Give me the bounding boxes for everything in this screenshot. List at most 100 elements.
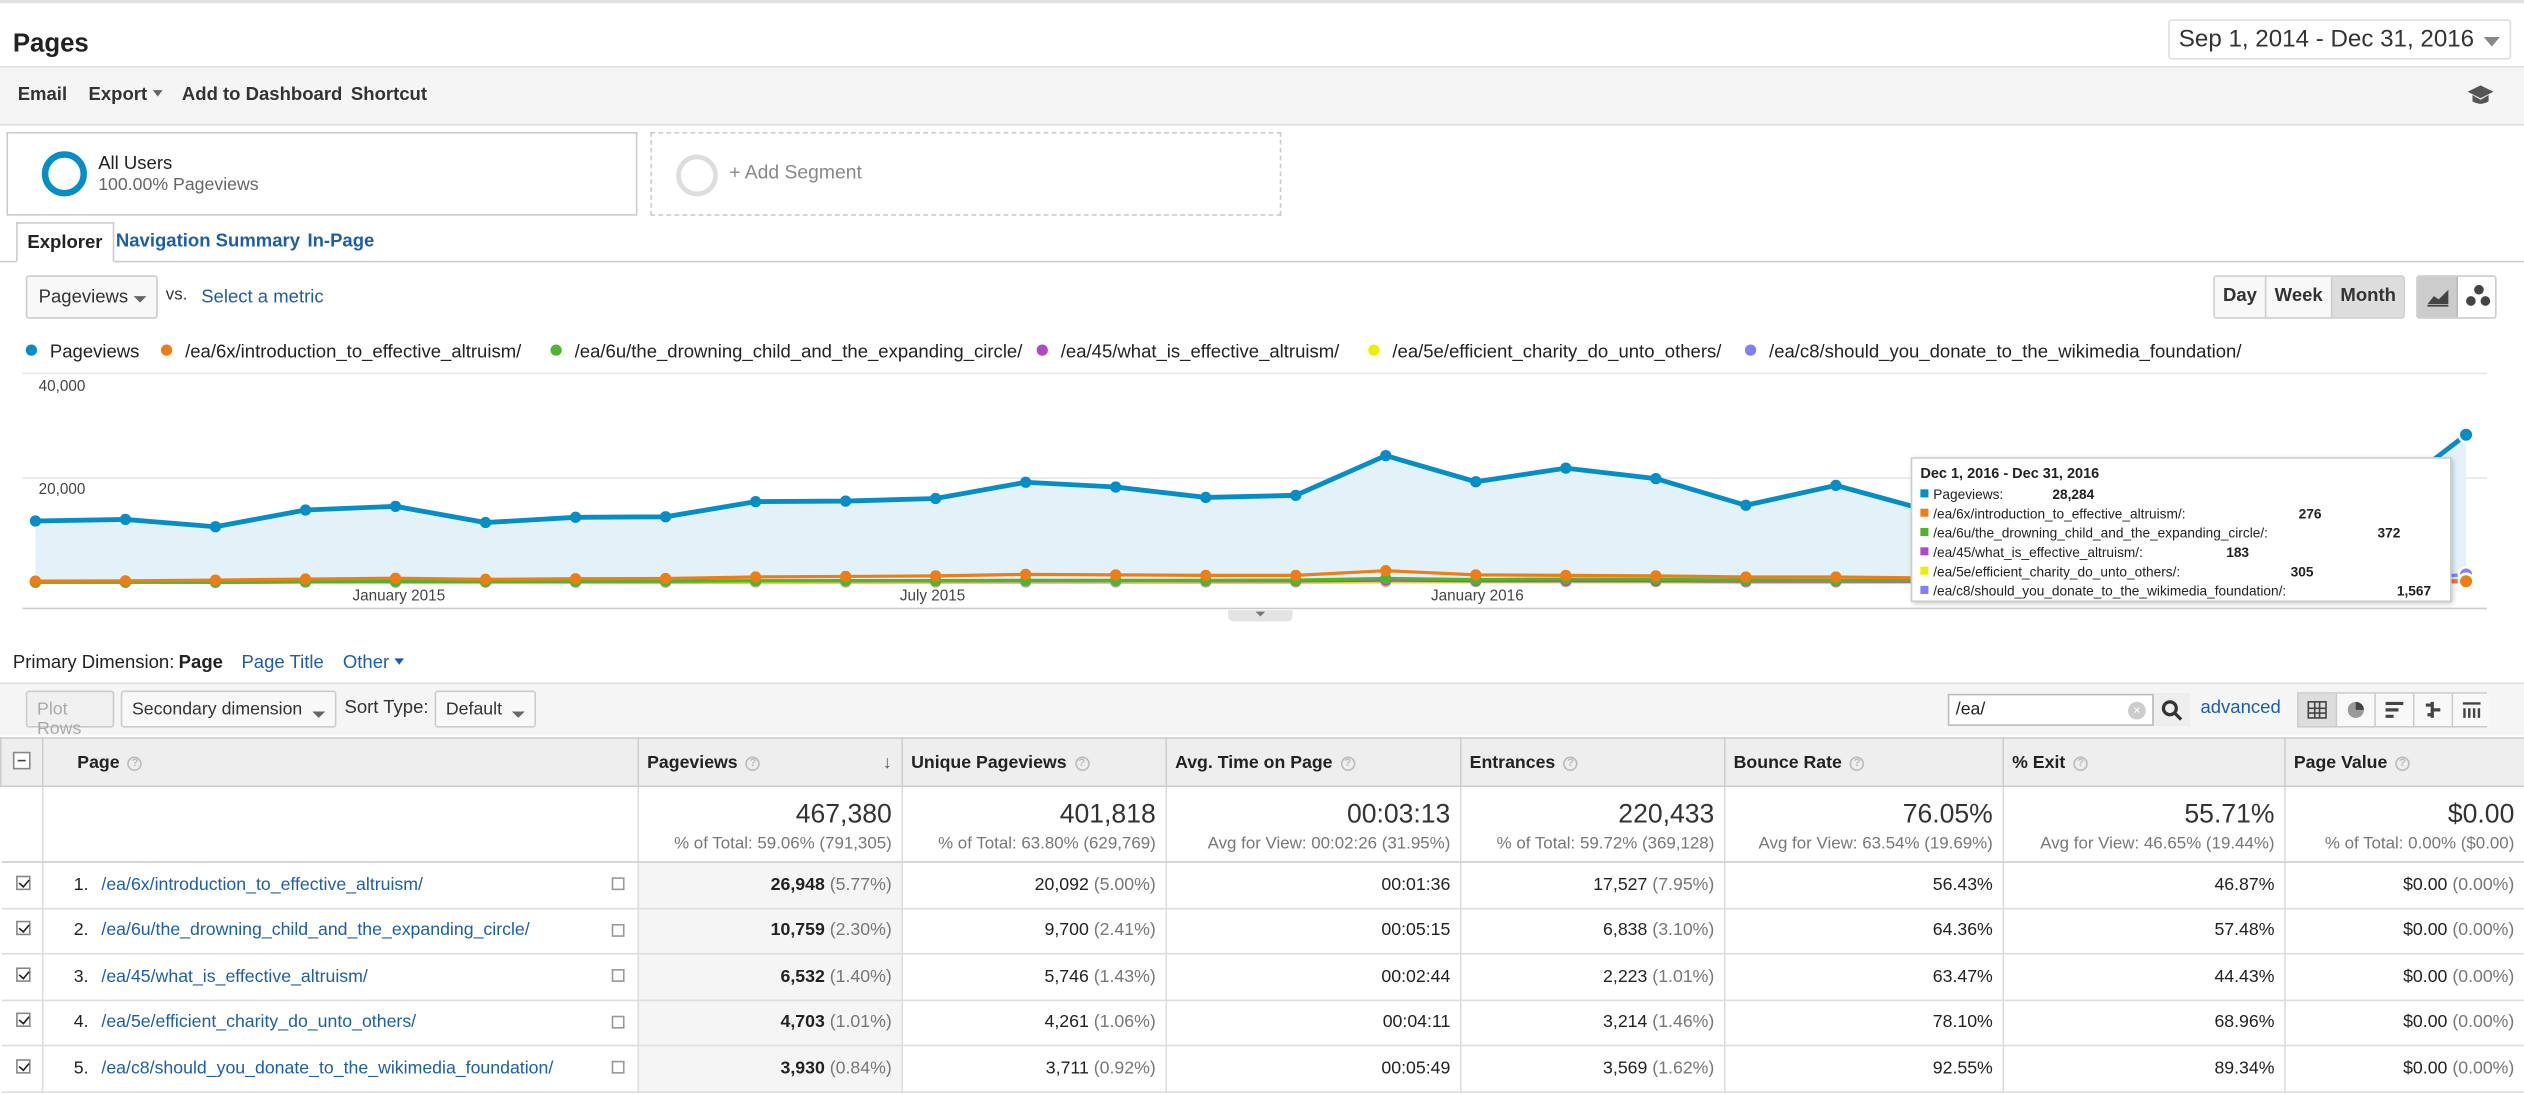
external-link-icon[interactable] — [611, 1014, 625, 1028]
advanced-filter-link[interactable]: advanced — [2200, 698, 2281, 718]
column-header-unique-pageviews[interactable]: Unique Pageviews? — [901, 737, 1168, 788]
legend-item-series-1[interactable]: /ea/6x/introduction_to_effective_altruis… — [160, 343, 521, 362]
dimension-page[interactable]: Page — [178, 653, 223, 673]
motion-chart-button[interactable] — [2458, 277, 2498, 317]
page-link[interactable]: /ea/6x/introduction_to_effective_altruis… — [101, 875, 423, 895]
page-link[interactable]: /ea/6u/the_drowning_child_and_the_expand… — [101, 921, 530, 941]
line-chart-button[interactable] — [2417, 276, 2459, 318]
dimension-other[interactable]: Other — [343, 654, 404, 673]
total-value: 76.05% — [1902, 800, 1993, 829]
column-header-label: Pageviews — [647, 752, 738, 772]
tab-navigation-summary[interactable]: Navigation Summary — [115, 231, 301, 252]
add-to-dashboard-button[interactable]: Add to Dashboard — [181, 85, 343, 105]
help-icon[interactable]: ? — [745, 755, 761, 771]
legend-item-series-4[interactable]: /ea/5e/efficient_charity_do_unto_others/ — [1368, 343, 1721, 362]
tab-explorer[interactable]: Explorer — [16, 222, 114, 263]
row-checkbox[interactable] — [15, 875, 30, 890]
dimension-page-title[interactable]: Page Title — [241, 653, 324, 673]
external-link-icon[interactable] — [611, 969, 625, 982]
cell-value: 00:05:49 — [1381, 1058, 1451, 1079]
help-icon[interactable]: ? — [127, 755, 143, 771]
row-checkbox[interactable] — [15, 1058, 30, 1074]
legend-item-series-5[interactable]: /ea/c8/should_you_donate_to_the_wikimedi… — [1744, 343, 2241, 362]
legend-item-series-2[interactable]: /ea/6u/the_drowning_child_and_the_expand… — [550, 343, 1022, 362]
column-header-exit[interactable]: % Exit? — [2002, 737, 2286, 788]
external-link-icon[interactable] — [611, 877, 625, 891]
help-icon[interactable]: ? — [1340, 755, 1356, 771]
export-button[interactable]: Export — [89, 85, 162, 105]
table-filter-input[interactable]: /ea/ — [1947, 693, 2190, 726]
page-link[interactable]: /ea/5e/efficient_charity_do_unto_others/ — [101, 1012, 417, 1033]
grid-icon — [2307, 701, 2327, 719]
y-tick-label: 40,000 — [38, 378, 86, 396]
search-button[interactable] — [2152, 693, 2190, 726]
percentage-view-button[interactable] — [2337, 693, 2376, 726]
row-checkbox[interactable] — [15, 921, 30, 936]
select-metric-link[interactable]: Select a metric — [201, 288, 324, 308]
column-header-avg-time[interactable]: Avg. Time on Page? — [1165, 737, 1462, 788]
external-link-icon[interactable] — [611, 923, 625, 937]
pageviews-cell: 3,930 (0.84%) — [638, 1045, 904, 1093]
column-header-page-value[interactable]: Page Value? — [2284, 737, 2524, 788]
graduation-cap-icon[interactable] — [2466, 84, 2495, 107]
comparison-view-button[interactable] — [2414, 693, 2454, 726]
secondary-dimension-select[interactable]: Secondary dimension — [120, 690, 337, 728]
data-point — [299, 573, 312, 585]
column-header-pageviews[interactable]: Pageviews? ↓ — [637, 737, 904, 788]
tab-in-page[interactable]: In-Page — [307, 231, 375, 252]
help-icon[interactable]: ? — [1849, 755, 1865, 771]
cell-percent: (7.95%) — [1652, 875, 1715, 895]
bounce-rate-cell: 92.55% — [1724, 1045, 2005, 1093]
column-header-label: Avg. Time on Page — [1175, 752, 1333, 772]
clear-icon[interactable]: × — [2128, 701, 2146, 720]
cell-value: 3,930 — [780, 1058, 825, 1079]
segment-all-users[interactable]: All Users 100.00% Pageviews — [6, 131, 638, 216]
page-cell: 3. /ea/45/what_is_effective_altruism/ — [42, 953, 640, 1001]
help-icon[interactable]: ? — [2395, 755, 2410, 771]
table-row: 1. /ea/6x/introduction_to_effective_altru… — [0, 861, 2524, 909]
granularity-toggle: Day Week Month — [2213, 275, 2406, 319]
performance-view-button[interactable] — [2375, 693, 2415, 726]
cell-value: 92.55% — [1932, 1058, 1993, 1079]
page-link[interactable]: /ea/45/what_is_effective_altruism/ — [101, 967, 368, 987]
data-point — [1110, 481, 1122, 493]
row-checkbox[interactable] — [15, 967, 30, 982]
external-link-icon[interactable] — [611, 1060, 625, 1074]
add-segment-button[interactable]: + Add Segment — [650, 131, 1282, 216]
week-button[interactable]: Week — [2266, 276, 2333, 318]
help-icon[interactable]: ? — [2073, 755, 2088, 771]
month-button[interactable]: Month — [2332, 276, 2404, 318]
shortcut-button[interactable]: Shortcut — [350, 85, 428, 105]
column-header-page[interactable]: Page? — [41, 737, 640, 788]
data-view-button[interactable] — [2298, 693, 2338, 726]
column-header-entrances[interactable]: Entrances? — [1459, 737, 1726, 788]
tooltip-value: 372 — [2377, 524, 2401, 541]
page-value-cell: $0.00 (0.00%) — [2284, 861, 2524, 909]
metric-select[interactable]: Pageviews — [25, 275, 158, 319]
date-range-picker[interactable]: Sep 1, 2014 - Dec 31, 2016 — [2167, 19, 2512, 60]
row-checkbox[interactable] — [15, 1012, 30, 1028]
pivot-view-button[interactable] — [2453, 693, 2491, 726]
email-button[interactable]: Email — [17, 85, 68, 105]
chevron-down-icon — [152, 90, 162, 97]
page-link[interactable]: /ea/c8/should_you_donate_to_the_wikimedi… — [101, 1058, 554, 1079]
row-select-cell — [0, 999, 44, 1047]
legend-item-series-3[interactable]: /ea/45/what_is_effective_altruism/ — [1036, 343, 1339, 362]
data-point — [1740, 499, 1752, 511]
help-icon[interactable]: ? — [1074, 755, 1090, 771]
plot-rows-button[interactable]: Plot Rows — [25, 690, 115, 739]
cell-value: 00:05:15 — [1381, 921, 1451, 941]
select-all-checkbox[interactable] — [12, 750, 31, 769]
help-icon[interactable]: ? — [1563, 755, 1578, 771]
entrances-cell: 3,569 (1.62%) — [1460, 1045, 1726, 1093]
sort-type-select[interactable]: Default — [434, 690, 537, 728]
page-value-cell: $0.00 (0.00%) — [2284, 907, 2524, 955]
data-point — [839, 570, 852, 583]
cell-value: 89.34% — [2214, 1058, 2275, 1079]
column-header-bounce-rate[interactable]: Bounce Rate? — [1723, 737, 2005, 788]
day-button[interactable]: Day — [2214, 276, 2267, 318]
legend-item-pageviews[interactable]: Pageviews — [25, 343, 139, 362]
chart-collapse-handle[interactable] — [1228, 610, 1293, 622]
exit-cell: 44.43% — [2003, 953, 2286, 1001]
data-point — [29, 515, 42, 527]
